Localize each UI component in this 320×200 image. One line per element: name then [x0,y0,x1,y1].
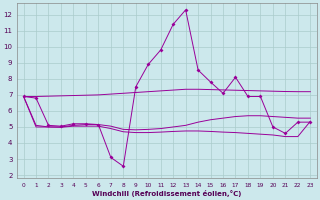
X-axis label: Windchill (Refroidissement éolien,°C): Windchill (Refroidissement éolien,°C) [92,190,242,197]
